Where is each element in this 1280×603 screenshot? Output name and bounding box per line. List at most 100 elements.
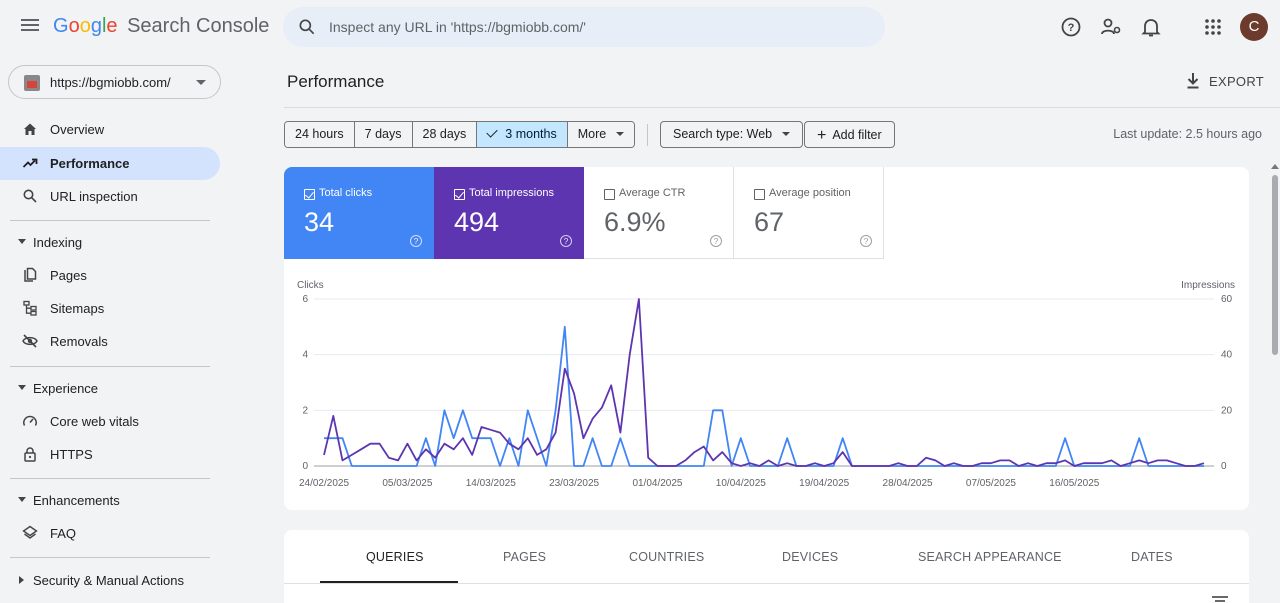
metric-average-position[interactable]: Average position 67 ? bbox=[734, 167, 884, 259]
tab-devices[interactable]: DEVICES bbox=[782, 550, 839, 564]
check-icon bbox=[486, 126, 498, 138]
pages-icon bbox=[24, 267, 37, 282]
left-tick-label: 6 bbox=[302, 294, 308, 305]
chevron-down-icon bbox=[196, 80, 206, 85]
range-3-months[interactable]: 3 months bbox=[477, 122, 568, 147]
sidebar-item-https[interactable]: HTTPS bbox=[0, 438, 220, 471]
metric-average-ctr[interactable]: Average CTR 6.9% ? bbox=[584, 167, 734, 259]
metric-value: 6.9% bbox=[604, 207, 666, 237]
export-button[interactable]: EXPORT bbox=[1183, 72, 1264, 92]
page-title: Performance bbox=[287, 72, 385, 91]
series-line-clicks bbox=[324, 325, 1204, 467]
metric-total-clicks[interactable]: Total clicks 34 ? bbox=[284, 167, 434, 259]
section-experience[interactable]: Experience bbox=[0, 373, 220, 403]
trending-up-icon bbox=[22, 158, 38, 168]
notifications-icon[interactable] bbox=[1139, 15, 1163, 39]
section-enhancements[interactable]: Enhancements bbox=[0, 485, 220, 515]
checkbox[interactable] bbox=[454, 189, 465, 200]
tab-queries[interactable]: QUERIES bbox=[366, 550, 424, 564]
sidebar-divider bbox=[10, 366, 210, 367]
tab-pages[interactable]: PAGES bbox=[503, 550, 547, 564]
sidebar-divider bbox=[10, 220, 210, 221]
property-selector[interactable]: https://bgmiobb.com/ bbox=[8, 65, 221, 99]
filter-list-icon[interactable] bbox=[1212, 596, 1228, 603]
help-icon[interactable]: ? bbox=[1059, 15, 1083, 39]
apps-grid-icon[interactable] bbox=[1201, 15, 1225, 39]
x-tick-label: 28/04/2025 bbox=[883, 478, 933, 489]
search-input[interactable] bbox=[329, 7, 869, 47]
dropdown-arrow-icon bbox=[782, 132, 791, 136]
sidebar-item-performance[interactable]: Performance bbox=[0, 147, 220, 180]
section-indexing[interactable]: Indexing bbox=[0, 227, 220, 257]
metric-total-impressions[interactable]: Total impressions 494 ? bbox=[434, 167, 584, 259]
logo-letter: o bbox=[68, 15, 80, 37]
manage-users-icon[interactable] bbox=[1099, 15, 1123, 39]
metric-value: 34 bbox=[304, 207, 335, 237]
chevron-down-icon bbox=[18, 497, 26, 502]
section-security-manual-actions[interactable]: Security & Manual Actions bbox=[0, 565, 220, 595]
scroll-up-arrow-icon[interactable] bbox=[1271, 164, 1279, 169]
toolbar-divider bbox=[647, 124, 648, 146]
add-filter-button[interactable]: + Add filter bbox=[804, 121, 895, 148]
right-tick-label: 60 bbox=[1221, 294, 1233, 305]
logo-letter: g bbox=[90, 15, 102, 37]
performance-chart-card: Total clicks 34 ? Total impressions 494 … bbox=[284, 167, 1249, 510]
sidebar-item-core-web-vitals[interactable]: Core web vitals bbox=[0, 405, 220, 438]
selected-tab-indicator bbox=[320, 581, 458, 583]
search-type-filter[interactable]: Search type: Web bbox=[660, 121, 804, 148]
range-7-days[interactable]: 7 days bbox=[354, 122, 413, 147]
checkbox[interactable] bbox=[604, 189, 615, 200]
chevron-right-icon bbox=[19, 576, 24, 584]
x-tick-label: 10/04/2025 bbox=[716, 478, 766, 489]
metric-label: Total impressions bbox=[469, 187, 554, 199]
sidebar-item-pages[interactable]: Pages bbox=[0, 259, 220, 292]
site-favicon bbox=[24, 75, 40, 91]
sidebar-item-label: Core web vitals bbox=[50, 414, 139, 429]
sidebar-divider bbox=[10, 478, 210, 479]
help-icon[interactable]: ? bbox=[560, 235, 572, 247]
help-icon[interactable]: ? bbox=[410, 235, 422, 247]
top-app-bar: Google Search Console ? C bbox=[0, 0, 1280, 54]
left-tick-label: 0 bbox=[302, 461, 308, 472]
speed-gauge-icon bbox=[23, 415, 37, 426]
left-tick-label: 2 bbox=[302, 405, 308, 416]
header-divider bbox=[284, 107, 1280, 108]
help-icon[interactable]: ? bbox=[710, 235, 722, 247]
checkbox[interactable] bbox=[304, 189, 315, 200]
sidebar-item-url-inspection[interactable]: URL inspection bbox=[0, 180, 220, 213]
range-24-hours[interactable]: 24 hours bbox=[285, 122, 355, 147]
tab-search-appearance[interactable]: SEARCH APPEARANCE bbox=[918, 550, 1062, 564]
metric-label: Average CTR bbox=[619, 187, 686, 199]
section-title: Experience bbox=[33, 381, 99, 396]
sidebar-item-removals[interactable]: Removals bbox=[0, 325, 220, 358]
range-28-days[interactable]: 28 days bbox=[412, 122, 478, 147]
url-inspection-search[interactable] bbox=[283, 7, 885, 47]
chevron-down-icon bbox=[18, 385, 26, 390]
x-tick-label: 19/04/2025 bbox=[799, 478, 849, 489]
scrollbar-thumb[interactable] bbox=[1272, 175, 1278, 355]
sidebar-item-faq[interactable]: FAQ bbox=[0, 517, 220, 550]
tab-dates[interactable]: DATES bbox=[1131, 550, 1173, 564]
range-more[interactable]: More bbox=[567, 122, 635, 147]
logo-letter: G bbox=[53, 15, 69, 37]
logo-letter: e bbox=[106, 15, 118, 37]
sidebar-item-label: Removals bbox=[50, 334, 108, 349]
range-label: 24 hours bbox=[295, 127, 344, 141]
sidebar-item-overview[interactable]: Overview bbox=[0, 113, 220, 146]
menu-icon[interactable] bbox=[18, 16, 42, 38]
range-label: 28 days bbox=[422, 127, 467, 141]
right-tick-label: 0 bbox=[1221, 461, 1227, 472]
section-title: Security & Manual Actions bbox=[33, 573, 185, 588]
section-title: Indexing bbox=[33, 235, 83, 250]
right-axis-title: Impressions bbox=[1181, 280, 1235, 291]
logo-letter: l bbox=[101, 15, 107, 37]
app-logo[interactable]: Google Search Console bbox=[53, 15, 269, 38]
avatar[interactable]: C bbox=[1240, 13, 1268, 41]
tab-countries[interactable]: COUNTRIES bbox=[629, 550, 705, 564]
sidebar-item-label: FAQ bbox=[50, 526, 77, 541]
sidebar-item-sitemaps[interactable]: Sitemaps bbox=[0, 292, 220, 325]
help-icon[interactable]: ? bbox=[860, 235, 872, 247]
checkbox[interactable] bbox=[754, 189, 765, 200]
page-scrollbar[interactable] bbox=[1270, 163, 1280, 603]
x-tick-label: 23/03/2025 bbox=[549, 478, 599, 489]
